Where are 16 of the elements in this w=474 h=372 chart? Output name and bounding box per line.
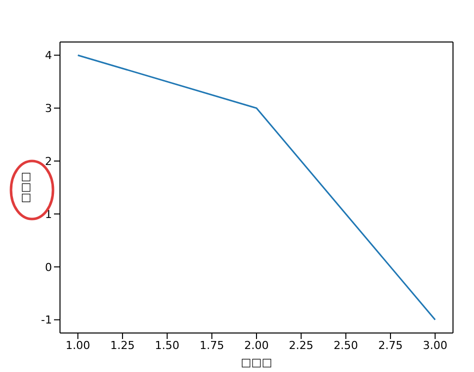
y-tick-label: 4	[45, 49, 52, 62]
x-axis-title: □□□	[240, 356, 272, 369]
x-tick-label: 1.50	[154, 338, 180, 352]
x-tick-label: 2.50	[334, 338, 358, 352]
y-axis-title: □□□	[18, 172, 32, 204]
x-tick-label: 1.00	[66, 338, 90, 352]
x-tick-label: 2.00	[244, 338, 269, 352]
x-tick-label: 1.75	[200, 338, 224, 352]
y-tick-label: 3	[45, 102, 52, 116]
x-tick-label: 3.00	[422, 338, 448, 352]
x-tick-label: 2.75	[378, 338, 403, 352]
y-tick-label: 2	[45, 154, 52, 168]
x-tick-label: 1.25	[110, 338, 135, 352]
x-tick-label: 2.25	[288, 338, 314, 352]
y-tick-label: 0	[45, 260, 52, 274]
y-tick-label: -1	[41, 314, 52, 327]
